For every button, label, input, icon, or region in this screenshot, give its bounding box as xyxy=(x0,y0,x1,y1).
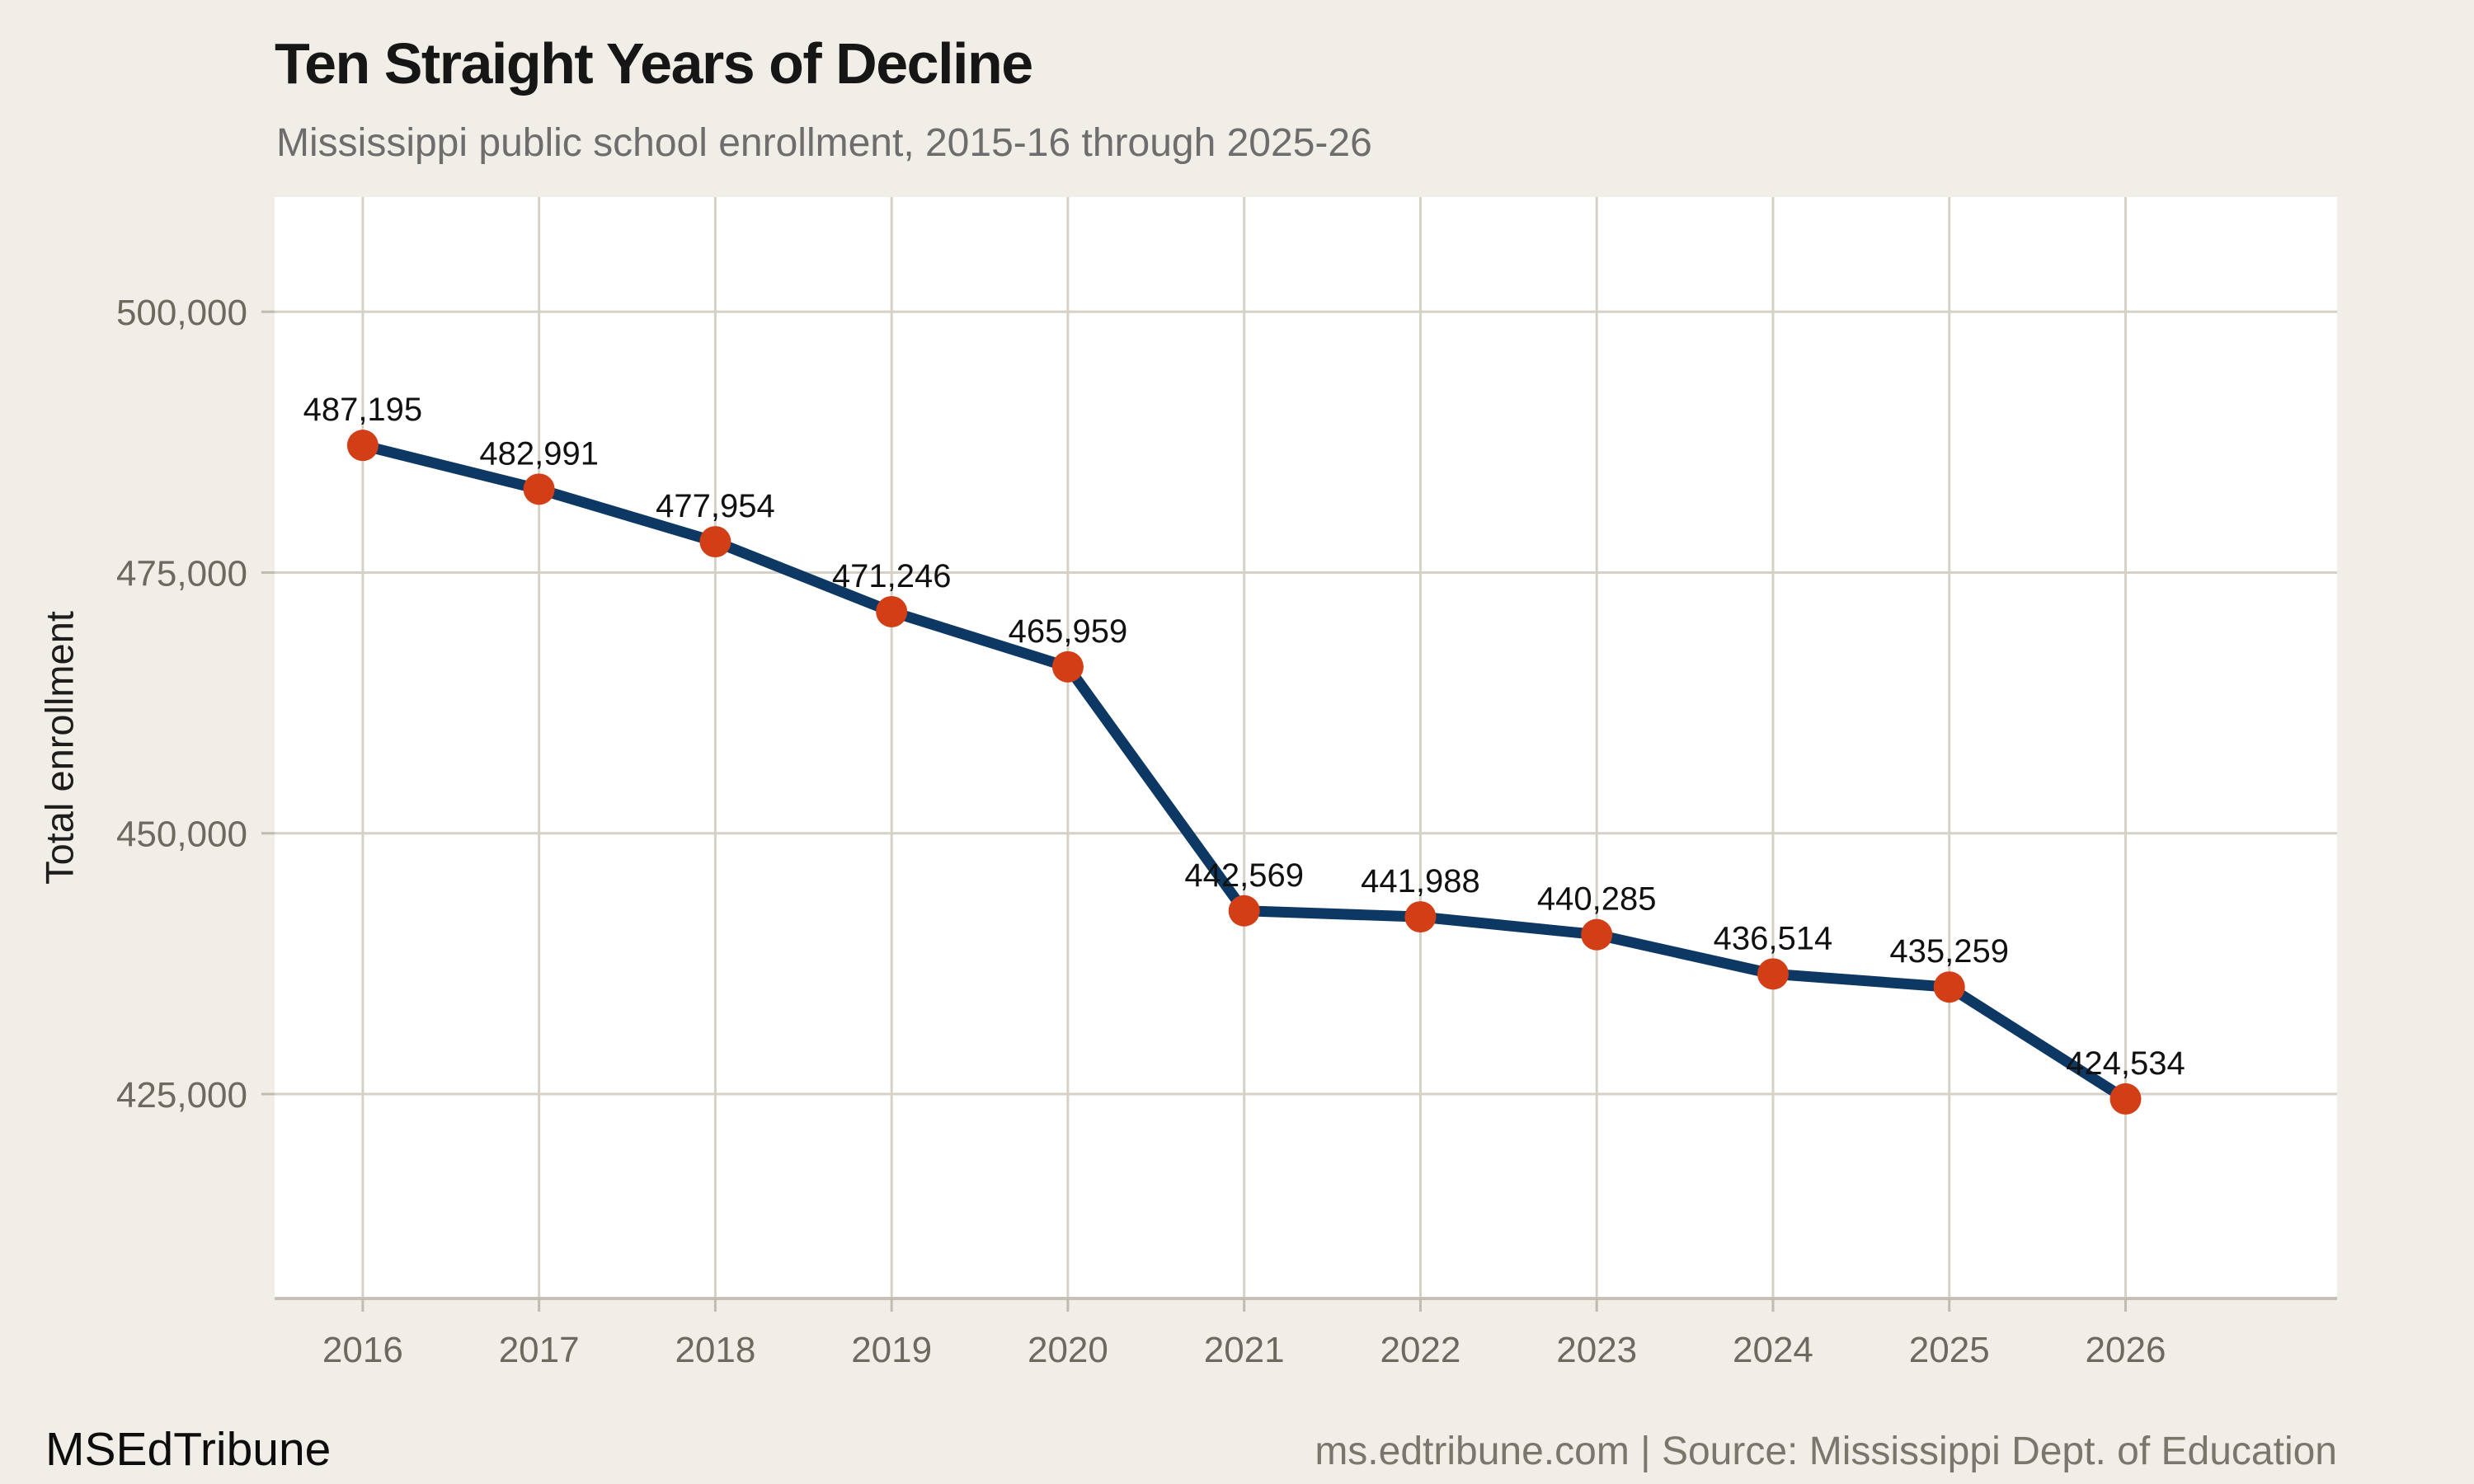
data-point-marker xyxy=(876,595,908,627)
y-tick-label: 425,000 xyxy=(116,1075,247,1115)
y-tick-label: 450,000 xyxy=(116,815,247,855)
data-point-label: 440,285 xyxy=(1537,881,1657,918)
data-point-label: 442,569 xyxy=(1184,857,1304,894)
y-tick-label: 500,000 xyxy=(116,293,247,333)
x-tick-label: 2026 xyxy=(2086,1330,2166,1370)
data-point-label: 465,959 xyxy=(1009,613,1128,650)
data-point-marker xyxy=(523,473,555,505)
data-point-label: 477,954 xyxy=(656,488,775,524)
data-point-marker xyxy=(1404,901,1437,933)
x-tick-label: 2023 xyxy=(1556,1330,1637,1370)
plot-panel xyxy=(275,197,2337,1298)
data-point-marker xyxy=(699,526,731,558)
footer-brand: MSEdTribune xyxy=(45,1423,332,1476)
x-tick-label: 2021 xyxy=(1204,1330,1285,1370)
data-point-marker xyxy=(1228,895,1260,927)
x-tick-label: 2018 xyxy=(675,1330,755,1370)
x-tick-label: 2025 xyxy=(1909,1330,1990,1370)
data-point-label: 441,988 xyxy=(1361,863,1480,899)
x-tick-label: 2019 xyxy=(851,1330,932,1370)
data-point-label: 482,991 xyxy=(479,435,599,472)
data-point-label: 487,195 xyxy=(303,392,423,428)
x-tick-label: 2024 xyxy=(1733,1330,1813,1370)
y-tick-label: 475,000 xyxy=(116,553,247,594)
chart-subtitle: Mississippi public school enrollment, 20… xyxy=(276,121,1372,165)
x-tick-label: 2022 xyxy=(1380,1330,1460,1370)
data-point-label: 435,259 xyxy=(1889,933,2009,970)
x-tick-label: 2020 xyxy=(1028,1330,1108,1370)
data-point-label: 424,534 xyxy=(2066,1045,2185,1082)
data-point-marker xyxy=(1933,971,1965,1003)
x-tick-label: 2016 xyxy=(322,1330,403,1370)
data-point-marker xyxy=(2109,1082,2142,1115)
y-axis-title: Total enrollment xyxy=(37,611,82,885)
data-point-marker xyxy=(1757,958,1789,990)
data-point-marker xyxy=(346,430,379,462)
data-point-marker xyxy=(1051,650,1084,683)
x-tick-label: 2017 xyxy=(499,1330,580,1370)
footer-source-credit: ms.edtribune.com | Source: Mississippi D… xyxy=(1315,1430,2337,1473)
data-point-marker xyxy=(1581,918,1613,951)
data-point-label: 436,514 xyxy=(1714,920,1833,956)
data-point-label: 471,246 xyxy=(832,558,952,594)
chart-title: Ten Straight Years of Decline xyxy=(275,31,1033,96)
